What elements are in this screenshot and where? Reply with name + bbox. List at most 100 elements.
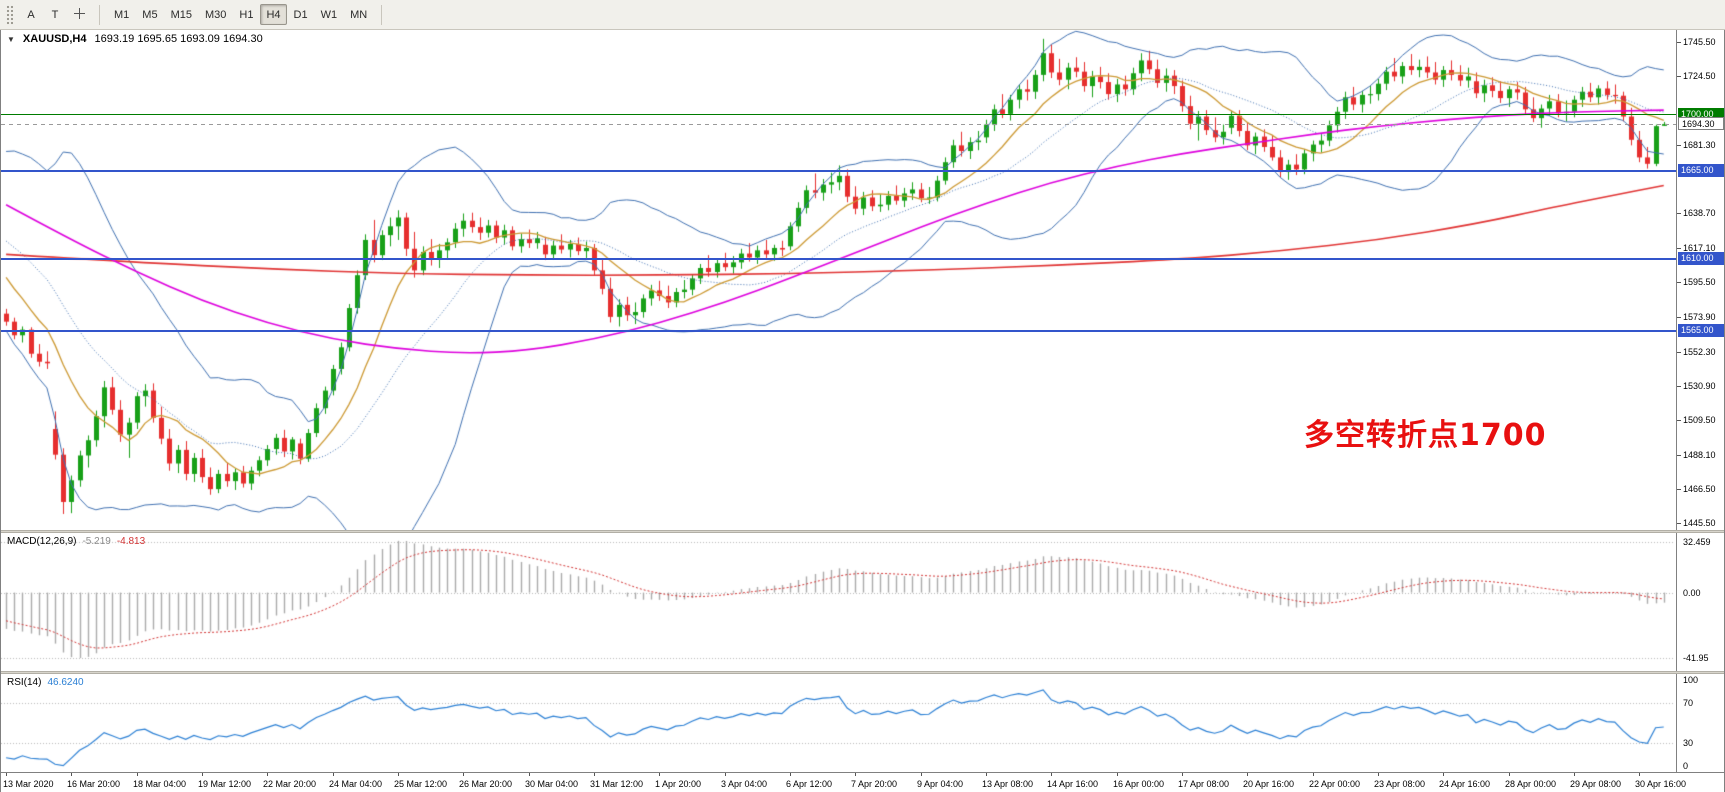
time-axis-label: 9 Apr 04:00 [917, 779, 964, 789]
trend-annotation-text[interactable]: 多空转折点1700 [1304, 418, 1547, 453]
price-tick-mark [1677, 455, 1681, 456]
time-axis-label: 31 Mar 12:00 [590, 779, 644, 789]
crosshair-tool-button[interactable] [68, 4, 91, 25]
rsi-axis[interactable]: 100 70 30 0 [1676, 674, 1724, 772]
time-axis-label: 23 Apr 08:00 [1374, 779, 1426, 789]
time-tick-mark [1639, 773, 1640, 776]
price-tick-label: 1745.50 [1683, 37, 1716, 48]
price-tick-mark [1677, 352, 1681, 353]
timeframe-button-mn[interactable]: MN [344, 4, 373, 25]
rsi-tick-label: 30 [1683, 737, 1694, 748]
time-tick-mark [6, 773, 7, 776]
timeframe-button-d1[interactable]: D1 [288, 4, 314, 25]
time-axis-label: 30 Apr 16:00 [1635, 779, 1687, 789]
panel-splitter[interactable] [1, 530, 1724, 533]
price-tick-mark [1677, 523, 1681, 524]
macd-chart-canvas[interactable] [1, 533, 1675, 671]
macd-tick-label: 32.459 [1683, 536, 1711, 547]
time-tick-mark [1182, 773, 1183, 776]
collapse-arrow-icon[interactable]: ▼ [7, 34, 15, 44]
toolbar-drag-handle[interactable] [6, 4, 13, 25]
macd-value-main: -5.219 [82, 536, 111, 547]
time-axis-label: 18 Mar 04:00 [133, 779, 187, 789]
time-tick-mark [71, 773, 72, 776]
rsi-chart-canvas[interactable] [1, 674, 1675, 772]
timeframe-button-m15[interactable]: M15 [165, 4, 198, 25]
time-tick-mark [267, 773, 268, 776]
time-tick-mark [202, 773, 203, 776]
symbol-header: ▼ XAUUSD,H4 1693.19 1695.65 1693.09 1694… [7, 33, 263, 45]
text-tool-button[interactable]: T [44, 4, 66, 25]
time-tick-mark [529, 773, 530, 776]
macd-axis[interactable]: 32.459 0.00 -41.95 [1676, 533, 1724, 671]
timeframe-button-w1[interactable]: W1 [315, 4, 344, 25]
time-axis-label: 16 Apr 00:00 [1113, 779, 1165, 789]
level-line-1694.30[interactable] [1, 124, 1676, 125]
timeframe-button-m30[interactable]: M30 [199, 4, 232, 25]
rsi-value: 46.6240 [47, 677, 84, 688]
font-tool-button[interactable]: A [20, 4, 42, 25]
time-tick-mark [921, 773, 922, 776]
rsi-label: RSI(14) 46.6240 [7, 677, 84, 688]
level-line-1565.00[interactable] [1, 330, 1676, 332]
time-axis-label: 3 Apr 04:00 [721, 779, 768, 789]
price-tick-mark [1677, 420, 1681, 421]
price-tick-label: 1530.90 [1683, 380, 1716, 391]
time-axis-label: 17 Apr 08:00 [1178, 779, 1230, 789]
crosshair-icon [74, 7, 85, 19]
price-axis[interactable]: 1700.00 1665.00 1610.00 1565.00 1694.30 1745.… [1676, 30, 1724, 530]
time-tick-mark [790, 773, 791, 776]
rsi-tick-label: 0 [1683, 761, 1689, 771]
toolbar-separator [381, 4, 383, 25]
ohlc-readout: 1693.19 1695.65 1693.09 1694.30 [94, 33, 263, 45]
price-tick-mark [1677, 282, 1681, 283]
symbol-name: XAUUSD,H4 [22, 33, 87, 45]
timeframe-button-m1[interactable]: M1 [108, 4, 135, 25]
chart-window: ▼ XAUUSD,H4 1693.19 1695.65 1693.09 1694… [0, 30, 1725, 792]
macd-name: MACD(12,26,9) [7, 536, 77, 547]
time-axis-label: 25 Mar 12:00 [394, 779, 448, 789]
time-axis-label: 16 Mar 20:00 [67, 779, 121, 789]
price-tick-mark [1677, 317, 1681, 318]
time-tick-mark [1247, 773, 1248, 776]
time-axis-label: 20 Apr 16:00 [1243, 779, 1295, 789]
time-axis-label: 14 Apr 16:00 [1047, 779, 1099, 789]
price-plot[interactable]: ▼ XAUUSD,H4 1693.19 1695.65 1693.09 1694… [1, 30, 1676, 530]
timeframe-button-m5[interactable]: M5 [136, 4, 163, 25]
time-axis-label: 24 Mar 04:00 [329, 779, 383, 789]
price-tick-mark [1677, 42, 1681, 43]
price-tick-mark [1677, 213, 1681, 214]
time-tick-mark [1117, 773, 1118, 776]
time-axis-label: 13 Apr 08:00 [982, 779, 1034, 789]
time-axis-label: 22 Mar 20:00 [263, 779, 317, 789]
timeframe-button-h4[interactable]: H4 [260, 4, 287, 25]
timeframe-button-h1[interactable]: H1 [233, 4, 259, 25]
price-tick-label: 1509.50 [1683, 415, 1716, 426]
rsi-tick-label: 100 [1683, 675, 1699, 685]
level-line-1610.00[interactable] [1, 258, 1676, 260]
price-level-label-1665.00: 1665.00 [1678, 164, 1724, 177]
rsi-plot[interactable]: RSI(14) 46.6240 [1, 674, 1676, 772]
time-axis[interactable]: 13 Mar 2020 16 Mar 20:00 18 Mar 04:00 19 Ma… [1, 772, 1724, 792]
time-tick-mark [1574, 773, 1575, 776]
level-line-1665.00[interactable] [1, 170, 1676, 172]
panel-splitter[interactable] [1, 671, 1724, 674]
toolbar-separator [99, 4, 100, 25]
time-axis-label: 26 Mar 20:00 [459, 779, 513, 789]
price-chart-canvas[interactable] [1, 30, 1675, 530]
price-level-label-1610.00: 1610.00 [1678, 252, 1724, 265]
level-line-1700.00[interactable] [1, 114, 1676, 115]
price-tick-label: 1488.10 [1683, 449, 1716, 460]
macd-tick-label: 0.00 [1683, 587, 1701, 598]
macd-plot[interactable]: MACD(12,26,9) -5.219 -4.813 [1, 533, 1676, 671]
time-tick-mark [659, 773, 660, 776]
macd-label: MACD(12,26,9) -5.219 -4.813 [7, 536, 145, 547]
time-tick-mark [594, 773, 595, 776]
price-tick-label: 1573.90 [1683, 312, 1716, 323]
time-tick-mark [398, 773, 399, 776]
price-tick-label: 1445.50 [1683, 517, 1716, 528]
time-axis-label: 29 Apr 08:00 [1570, 779, 1622, 789]
toolbar: A T M1 M5 M15 M30 H1 H4 D1 W1 MN [0, 0, 1725, 30]
time-axis-label: 1 Apr 20:00 [655, 779, 702, 789]
